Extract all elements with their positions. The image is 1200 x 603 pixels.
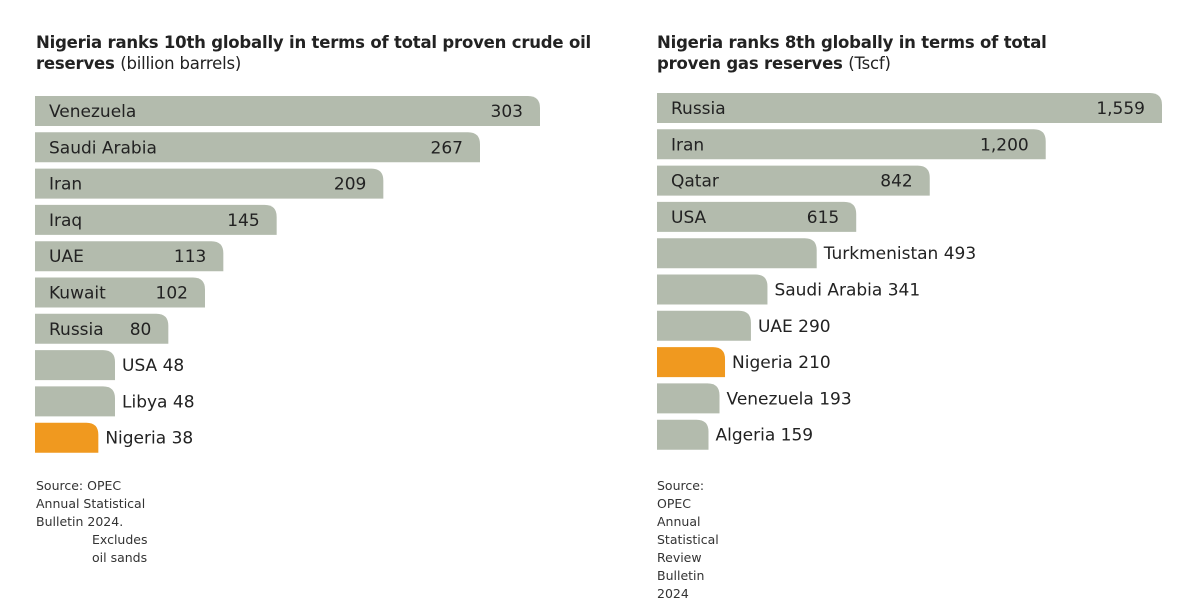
oil-bar-libya (35, 386, 115, 417)
oil-title-text: Nigeria ranks 10th globally in terms of … (36, 33, 591, 73)
gas-bar-russia (657, 93, 1162, 123)
oil-category-label: Iraq (49, 211, 82, 231)
oil-bar-usa (35, 350, 115, 381)
gas-value-label: 193 (819, 389, 851, 409)
gas-category-label: Venezuela (727, 389, 820, 409)
oil-category-label: Venezuela (49, 102, 136, 122)
gas-bar-usa (657, 201, 857, 232)
oil-bar-label: USA 48 (122, 356, 184, 376)
oil-category-label: Kuwait (49, 284, 106, 304)
oil-bar-label: Libya 48 (122, 392, 195, 412)
gas-bar-turkmenistan (657, 238, 817, 269)
gas-bar-label: Algeria 159 (716, 426, 814, 446)
oil-value-label: 113 (174, 247, 206, 267)
gas-category-label: Qatar (671, 172, 719, 192)
gas-value-label: 210 (798, 353, 830, 373)
gas-bar-algeria (657, 419, 709, 450)
oil-category-label: Iran (49, 175, 82, 195)
gas-category-label: UAE (758, 317, 798, 337)
gas-title-text: Nigeria ranks 8th globally in terms of t… (657, 33, 1047, 73)
oil-bar-nigeria (35, 422, 99, 453)
gas-value-label: 842 (880, 172, 912, 192)
oil-value-label: 267 (431, 138, 463, 158)
gas-chart-title: Nigeria ranks 8th globally in terms of t… (657, 32, 1077, 74)
oil-value-label: 303 (491, 102, 523, 122)
oil-category-label: Libya (122, 392, 173, 412)
gas-bar-uae (657, 310, 751, 341)
gas-value-label: 493 (944, 244, 976, 264)
oil-unit: (billion barrels) (120, 54, 242, 73)
gas-value-label: 290 (798, 317, 830, 337)
oil-value-label: 38 (172, 429, 194, 449)
oil-chart-title: Nigeria ranks 10th globally in terms of … (36, 32, 616, 74)
gas-category-label: Algeria (716, 426, 781, 446)
gas-value-label: 615 (807, 208, 839, 228)
gas-category-label: Nigeria (732, 353, 798, 373)
oil-value-label: 48 (163, 356, 185, 376)
gas-bar-venezuela (657, 383, 720, 414)
oil-value-label: 102 (156, 284, 188, 304)
gas-unit: (Tscf) (848, 54, 891, 73)
oil-category-label: UAE (49, 247, 84, 267)
gas-category-label: Russia (671, 99, 726, 119)
gas-bar-label: UAE 290 (758, 317, 831, 337)
oil-bar-label: Nigeria 38 (105, 429, 193, 449)
gas-category-label: Iran (671, 135, 704, 155)
oil-bar-russia (35, 313, 169, 344)
gas-value-label: 1,559 (1096, 99, 1145, 119)
gas-bar-nigeria (657, 347, 726, 378)
oil-value-label: 48 (173, 392, 195, 412)
gas-value-label: 1,200 (980, 135, 1029, 155)
gas-category-label: USA (671, 208, 707, 228)
gas-bar-iran (657, 129, 1046, 160)
oil-value-label: 145 (227, 211, 259, 231)
gas-bar-label: Saudi Arabia 341 (774, 281, 920, 301)
oil-value-label: 209 (334, 175, 366, 195)
oil-source-text: Source: OPEC Annual Statistical Bulletin… (36, 478, 146, 529)
oil-bar-saudi-arabia (35, 132, 480, 163)
gas-category-label: Turkmenistan (823, 244, 944, 264)
gas-category-label: Saudi Arabia (774, 281, 887, 301)
gas-bar-label: Turkmenistan 493 (823, 244, 977, 264)
oil-category-label: USA (122, 356, 163, 376)
oil-bar-iran (35, 168, 384, 199)
gas-value-label: 341 (888, 281, 920, 301)
bar-charts: Venezuela 303 Saudi Arabia 267 Iran 209 Iraq 14… (35, 93, 1162, 453)
oil-category-label: Russia (49, 320, 104, 340)
gas-bar-label: Nigeria 210 (732, 353, 831, 373)
oil-bar-venezuela (35, 96, 540, 126)
gas-bar-qatar (657, 165, 930, 196)
oil-bar-iraq (35, 204, 277, 235)
gas-bar-saudi-arabia (657, 274, 768, 305)
oil-bar-uae (35, 241, 224, 272)
gas-bar-label: Venezuela 193 (727, 389, 852, 409)
oil-category-label: Nigeria (105, 429, 171, 449)
oil-category-label: Saudi Arabia (49, 138, 157, 158)
oil-bar-kuwait (35, 277, 205, 308)
oil-value-label: 80 (130, 320, 152, 340)
gas-value-label: 159 (781, 426, 813, 446)
